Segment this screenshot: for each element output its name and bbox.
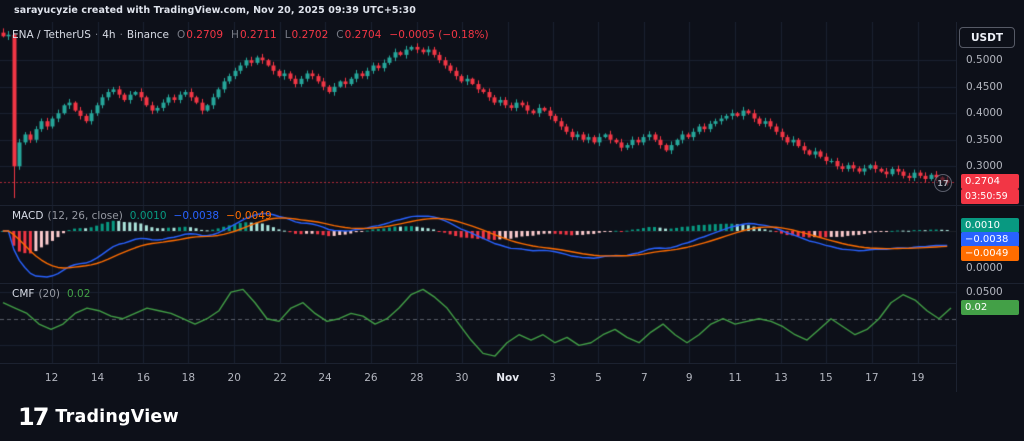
cmf-legend: CMF (20) 0.02	[12, 288, 90, 300]
pane-separator[interactable]	[0, 283, 1024, 284]
macd-legend-value: 0.0010	[130, 210, 167, 222]
macd-value-badge: −0.0038	[961, 232, 1019, 247]
macd-legend-value: −0.0049	[226, 210, 272, 222]
attribution-text: sarayucyzie created with TradingView.com…	[14, 5, 416, 16]
macd-axis-zero-label: 0.0000	[966, 262, 1003, 274]
time-axis-label: 3	[549, 372, 556, 384]
time-axis-label: 16	[137, 372, 150, 384]
cmf-pane[interactable]	[0, 283, 956, 363]
tradingview-logo[interactable]: 17 TradingView	[18, 405, 179, 429]
footer: 17 TradingView	[0, 392, 1024, 441]
time-axis[interactable]: 12 14 16 18 20 22 24 26 28 30 Nov 3 5 7 9 11 13 15 17 19	[0, 363, 956, 392]
macd-legend-values: 0.0010 −0.0038 −0.0049	[123, 210, 272, 222]
price-axis[interactable]: USDT 0.2704 03:50:59 0.0000 0.0500 0.02 …	[956, 22, 1024, 392]
cmf-axis-label: 0.0500	[966, 286, 1003, 298]
pane-separator[interactable]	[0, 205, 1024, 206]
price-axis-label: 0.5000	[966, 54, 1003, 66]
interval-label: 4h	[102, 29, 115, 41]
time-axis-label: 19	[911, 372, 924, 384]
bar-countdown-badge: 03:50:59	[961, 189, 1019, 204]
symbol-title: ENA / TetherUS	[12, 29, 91, 41]
time-axis-label: 17	[865, 372, 878, 384]
cmf-value-badge: 0.02	[961, 300, 1019, 315]
cmf-pane-canvas	[0, 283, 956, 363]
tradingview-logo-icon: 17	[18, 405, 47, 429]
time-axis-label: 13	[774, 372, 787, 384]
time-axis-label: 22	[273, 372, 286, 384]
price-pane[interactable]	[0, 22, 956, 205]
cmf-title: CMF	[12, 288, 34, 300]
legend-separator: ·	[120, 29, 123, 41]
ohlc-key: L	[285, 29, 291, 41]
cmf-value: 0.02	[67, 288, 90, 300]
ohlc-key: C	[336, 29, 343, 41]
macd-params: (12, 26, close)	[47, 210, 122, 222]
time-axis-label: Nov	[496, 372, 519, 384]
ohlc-value: 0.2711	[240, 29, 277, 41]
macd-value-badge: −0.0049	[961, 246, 1019, 261]
price-axis-label: 0.3000	[966, 160, 1003, 172]
cmf-params: (20)	[38, 288, 60, 300]
last-price-badge: 0.2704	[961, 174, 1019, 189]
time-axis-label: 7	[641, 372, 648, 384]
price-pane-canvas	[0, 22, 956, 205]
time-axis-label: 11	[728, 372, 741, 384]
macd-title: MACD	[12, 210, 43, 222]
time-axis-label: 24	[318, 372, 331, 384]
macd-legend: MACD (12, 26, close) 0.0010 −0.0038 −0.0049	[12, 210, 272, 222]
symbol-legend: ENA / TetherUS · 4h · Binance O0.2709 H0.2711 L…	[12, 29, 489, 41]
tradingview-snapshot: sarayucyzie created with TradingView.com…	[0, 0, 1024, 441]
time-axis-label: 18	[182, 372, 195, 384]
time-axis-label: 5	[595, 372, 602, 384]
price-axis-label: 0.4500	[966, 81, 1003, 93]
macd-legend-value: −0.0038	[174, 210, 220, 222]
macd-value-badge: 0.0010	[961, 218, 1019, 233]
ohlc-value: 0.2702	[292, 29, 329, 41]
time-axis-label: 9	[686, 372, 693, 384]
tradingview-wordmark: TradingView	[55, 407, 178, 427]
time-axis-label: 28	[410, 372, 423, 384]
ohlc-values: O0.2709 H0.2711 L0.2702 C0.2704	[169, 29, 381, 41]
time-axis-label: 15	[819, 372, 832, 384]
price-axis-label: 0.4000	[966, 107, 1003, 119]
ohlc-value: 0.2704	[345, 29, 382, 41]
time-axis-label: 14	[91, 372, 104, 384]
ohlc-key: O	[177, 29, 185, 41]
ohlc-key: H	[231, 29, 239, 41]
price-bubble-icon[interactable]: 17	[934, 174, 952, 192]
price-axis-label: 0.3500	[966, 134, 1003, 146]
change-label: −0.0005 (−0.18%)	[389, 29, 488, 41]
exchange-label: Binance	[127, 29, 169, 41]
currency-toggle-button[interactable]: USDT	[959, 27, 1015, 48]
time-axis-label: 20	[228, 372, 241, 384]
time-axis-label: 30	[455, 372, 468, 384]
ohlc-value: 0.2709	[186, 29, 223, 41]
legend-separator: ·	[95, 29, 98, 41]
time-axis-label: 12	[45, 372, 58, 384]
time-axis-label: 26	[364, 372, 377, 384]
